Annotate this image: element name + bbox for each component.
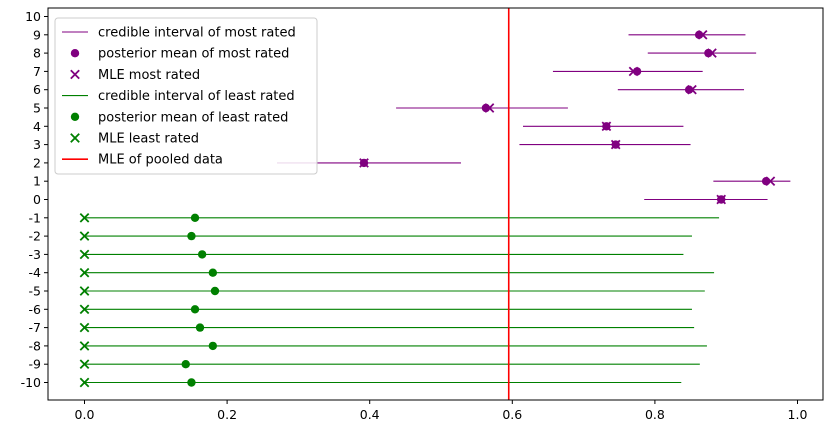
y-tick-label: 9 [33, 27, 41, 42]
most-rated-posterior-mean-point [632, 67, 642, 76]
least-rated-posterior-mean-point [187, 231, 196, 241]
x-marker-stroke [70, 69, 80, 80]
most-rated-posterior-mean-point [481, 103, 491, 113]
legend-item: MLE most rated [70, 68, 200, 83]
x-marker-stroke [79, 231, 90, 241]
y-tick-label: -8 [29, 338, 42, 353]
x-axis-ticks: 0.0 0.2 0.4 0.6 0.8 1.0 [75, 400, 808, 422]
legend-item: credible interval of least rated [62, 89, 295, 104]
y-tick-label: -10 [21, 375, 41, 390]
legend-circle-swatch [70, 49, 80, 58]
x-tick-label: 0.6 [502, 407, 522, 422]
x-marker-stroke [79, 286, 90, 296]
x-marker-stroke [79, 304, 90, 315]
most-rated-posterior-mean-point [761, 177, 771, 186]
y-tick-label: -4 [29, 265, 42, 280]
least-rated-posterior-mean-point [195, 323, 205, 332]
y-tick-label: 7 [33, 64, 41, 79]
most-rated-posterior-mean-point [602, 122, 611, 131]
least-rated-posterior-mean-point [197, 250, 207, 259]
legend-item: credible interval of most rated [62, 26, 296, 41]
most-rated-posterior-mean-point [359, 158, 369, 168]
y-tick-label: 1 [33, 174, 41, 189]
y-tick-label: 5 [33, 101, 41, 116]
most-rated-posterior-mean-point [717, 195, 726, 204]
legend-label: posterior mean of least rated [98, 110, 288, 125]
least-rated-mle-marker [79, 322, 90, 333]
legend-label: MLE least rated [98, 132, 199, 147]
least-rated-posterior-mean-point [190, 305, 200, 314]
most-rated-posterior-mean-point [694, 30, 704, 39]
y-tick-label: 2 [33, 155, 41, 170]
plot-frame [47, 7, 824, 401]
y-tick-label: 0 [33, 192, 41, 207]
x-tick-label: 0.8 [645, 407, 665, 422]
y-tick-label: -6 [29, 302, 42, 317]
x-tick-label: 0.0 [75, 407, 95, 422]
legend: credible interval of most rated posterior… [54, 17, 318, 175]
least-rated-mle-marker [79, 341, 90, 351]
x-tick-label: 0.2 [217, 407, 237, 422]
y-tick-label: -2 [29, 229, 41, 244]
most-rated-posterior-mean-point [684, 85, 694, 94]
x-marker-stroke [79, 249, 90, 260]
most-rated-posterior-mean-point [611, 140, 620, 149]
least-rated-mle-marker [79, 231, 90, 241]
least-rated-mle-marker [79, 212, 90, 223]
data-series [79, 29, 791, 388]
least-rated-mle-marker [79, 286, 90, 296]
legend-label: MLE most rated [98, 68, 200, 83]
least-rated-mle-marker [79, 267, 90, 278]
legend-x-swatch [70, 69, 80, 80]
least-rated-mle-marker [79, 304, 90, 315]
y-tick-label: -9 [29, 357, 42, 372]
y-tick-label: 6 [33, 82, 41, 97]
least-rated-mle-marker [79, 249, 90, 260]
legend-item: MLE of pooled data [62, 153, 223, 168]
least-rated-posterior-mean-point [187, 378, 196, 387]
legend-x-swatch [70, 133, 80, 143]
least-rated-posterior-mean-point [210, 286, 220, 296]
least-rated-mle-marker [79, 359, 90, 370]
x-marker-stroke [70, 133, 80, 143]
legend-circle-swatch [70, 112, 80, 122]
least-rated-posterior-mean-point [208, 341, 218, 351]
x-marker-stroke [79, 267, 90, 278]
x-marker-stroke [79, 377, 90, 388]
legend-item: posterior mean of least rated [70, 110, 288, 125]
y-tick-label: 3 [33, 137, 41, 152]
x-tick-label: 0.4 [360, 407, 380, 422]
legend-label: posterior mean of most rated [98, 47, 289, 62]
x-marker-stroke [79, 341, 90, 351]
x-marker-stroke [79, 359, 90, 370]
x-tick-label: 1.0 [788, 407, 808, 422]
x-marker-stroke [79, 212, 90, 223]
least-rated-posterior-mean-point [181, 360, 190, 369]
y-tick-label: -7 [29, 320, 41, 335]
legend-item: posterior mean of most rated [70, 47, 289, 62]
y-tick-label: -1 [29, 210, 41, 225]
legend-box [54, 17, 318, 175]
y-tick-label: 10 [25, 9, 41, 24]
y-tick-label: 8 [33, 46, 41, 61]
legend-item: MLE least rated [70, 132, 199, 147]
legend-label: credible interval of least rated [98, 89, 295, 104]
least-rated-posterior-mean-point [190, 213, 200, 222]
x-marker-stroke [79, 322, 90, 333]
most-rated-posterior-mean-point [704, 48, 713, 58]
legend-label: MLE of pooled data [98, 153, 223, 168]
least-rated-mle-marker [79, 377, 90, 388]
legend-label: credible interval of most rated [98, 26, 296, 41]
least-rated-posterior-mean-point [208, 268, 218, 277]
y-tick-label: -5 [29, 284, 41, 299]
y-tick-label: -3 [29, 247, 41, 262]
y-tick-label: 4 [33, 119, 41, 134]
